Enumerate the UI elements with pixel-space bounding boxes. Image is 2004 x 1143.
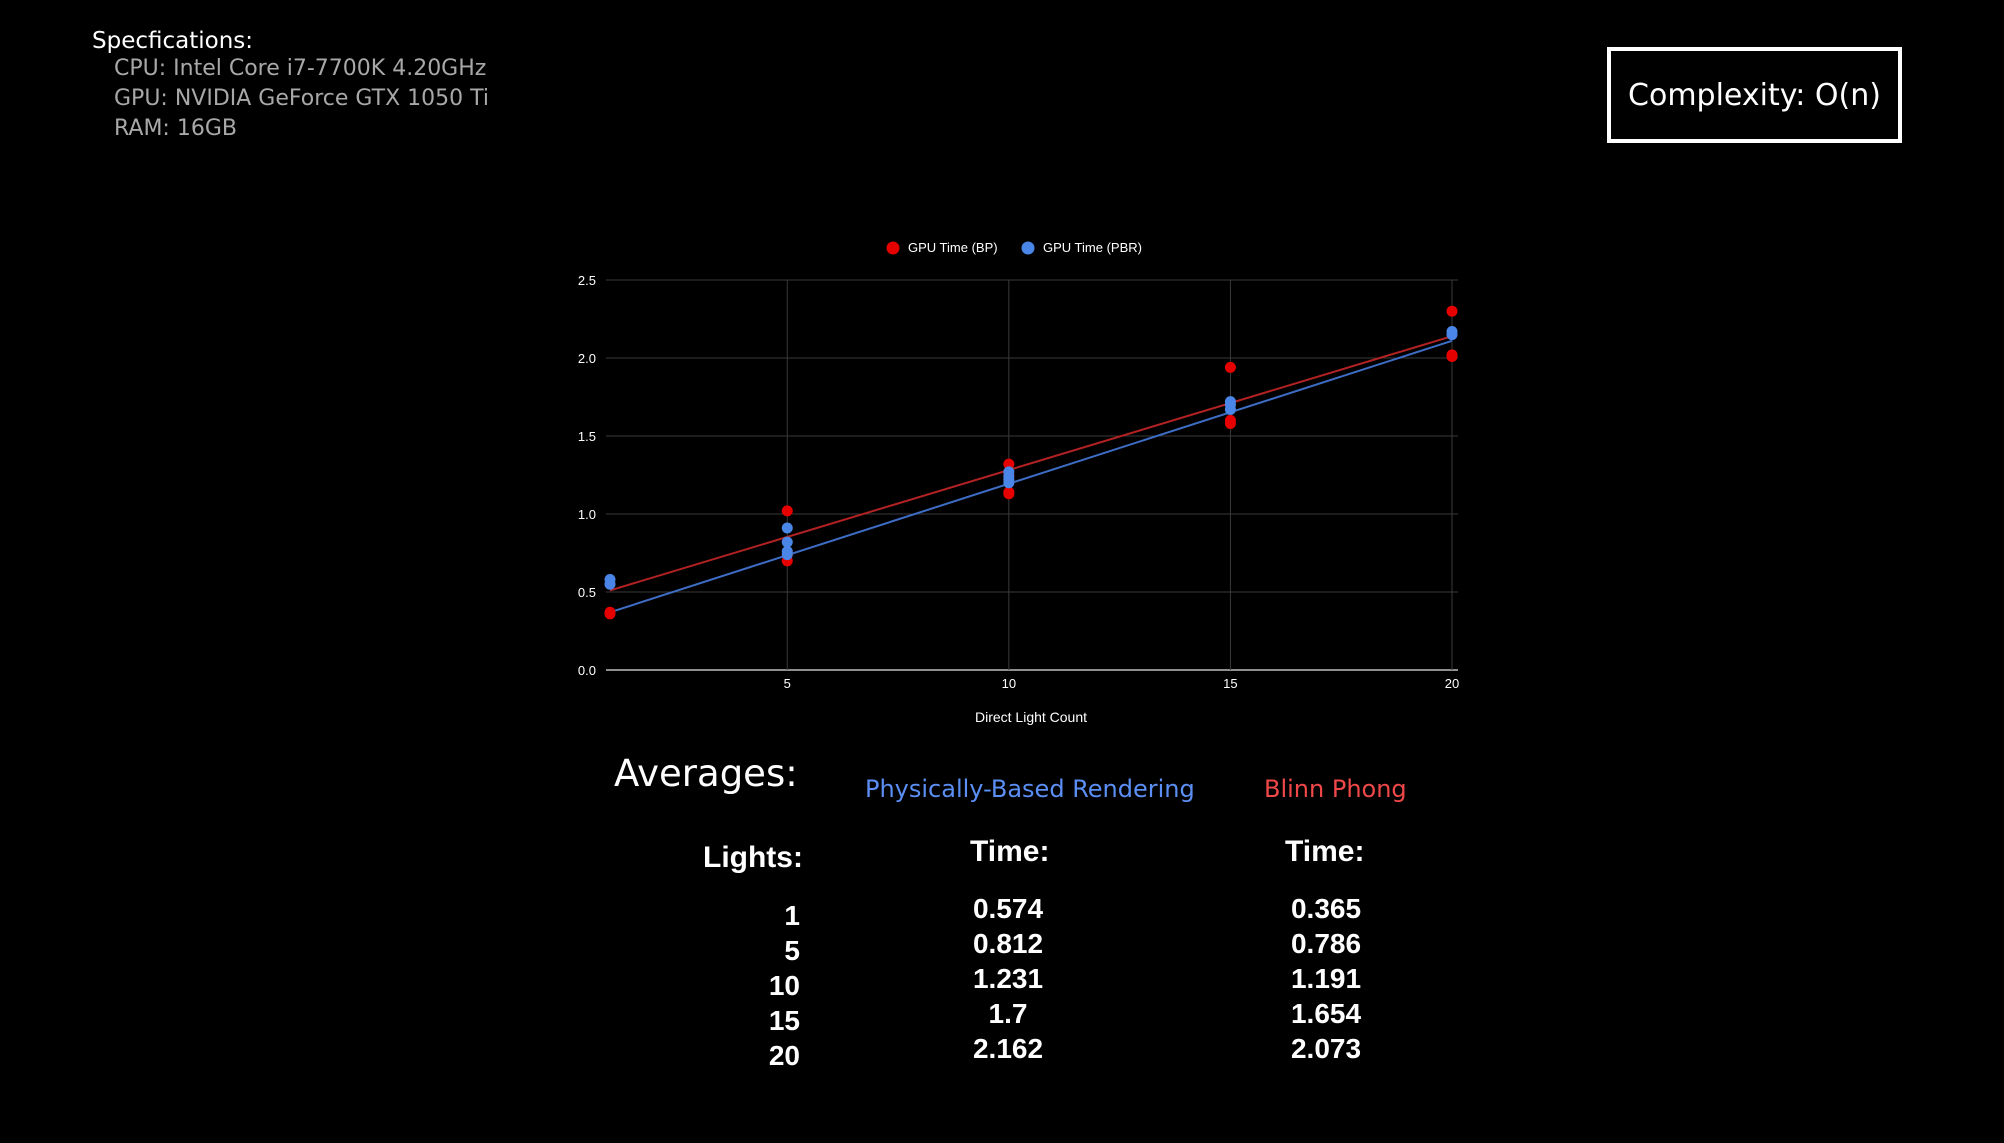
data-point-pbr (1003, 477, 1015, 489)
y-tick-label: 2.0 (578, 351, 596, 366)
x-tick-label: 15 (1223, 676, 1237, 691)
data-point-bp (1003, 458, 1015, 470)
spec-cpu: CPU: Intel Core i7-7700K 4.20GHz (114, 56, 487, 81)
chart-legend: GPU Time (BP) GPU Time (PBR) (886, 240, 1142, 255)
x-tick-label: 5 (784, 676, 791, 691)
avg-row-lights: 15 (768, 1005, 800, 1036)
x-tick-label: 20 (1445, 676, 1459, 691)
x-tick-label: 10 (1002, 676, 1016, 691)
chart-trendlines (609, 335, 1453, 614)
data-point-pbr (1224, 403, 1236, 415)
data-point-bp (781, 505, 793, 517)
data-point-bp (1446, 349, 1458, 361)
y-tick-label: 0.0 (578, 663, 596, 678)
data-point-bp (1224, 414, 1236, 426)
avg-row-lights: 5 (784, 935, 800, 966)
y-tick-label: 2.5 (578, 273, 596, 288)
lights-column-label: Lights: (703, 841, 803, 874)
data-point-bp (604, 606, 616, 618)
y-tick-label: 1.0 (578, 507, 596, 522)
avg-row-lights: 1 (784, 900, 800, 931)
specifications-heading: Specfications: (92, 28, 254, 54)
y-tick-label: 0.5 (578, 585, 596, 600)
chart-points (604, 305, 1458, 620)
legend-marker (1021, 241, 1035, 255)
bp-time-label: Time: (1285, 835, 1365, 868)
data-point-pbr (604, 574, 616, 586)
spec-gpu: GPU: NVIDIA GeForce GTX 1050 Ti (114, 86, 490, 111)
legend-label: GPU Time (PBR) (1043, 240, 1142, 255)
legend-label: GPU Time (BP) (908, 240, 998, 255)
data-point-pbr (781, 536, 793, 548)
chart-grid (606, 279, 1458, 671)
data-point-pbr (781, 522, 793, 534)
chart-ticks: 0.0 0.5 1.0 1.5 2.0 2.5 5 10 15 20 (578, 273, 1459, 691)
avg-row-lights: 10 (768, 970, 800, 1001)
scatter-chart: 0.00.51.01.52.02.55 10 15 20 GPU Time (BP) G… (578, 240, 1459, 725)
pbr-time-label: Time: (970, 835, 1050, 868)
spec-ram: RAM: 16GB (114, 116, 237, 141)
avg-row-lights: 20 (768, 1040, 800, 1071)
trendline-bp (609, 335, 1453, 592)
specifications-block: Specfications: CPU: Intel Core i7-7700K … (92, 28, 489, 144)
pbr-column-header: Physically-Based Rendering (865, 775, 1195, 803)
data-point-pbr (1446, 329, 1458, 341)
data-point-bp (1003, 488, 1015, 500)
bp-column-header: Blinn Phong (1264, 775, 1407, 803)
legend-marker (886, 241, 900, 255)
data-point-bp (1446, 305, 1458, 317)
data-point-bp (1224, 361, 1236, 373)
data-point-pbr (781, 549, 793, 561)
trendline-pbr (609, 339, 1453, 614)
x-axis-label: Direct Light Count (975, 709, 1087, 725)
complexity-box: Complexity: O(n) (1607, 47, 1902, 143)
averages-title: Averages: (614, 752, 798, 795)
y-tick-label: 1.5 (578, 429, 596, 444)
